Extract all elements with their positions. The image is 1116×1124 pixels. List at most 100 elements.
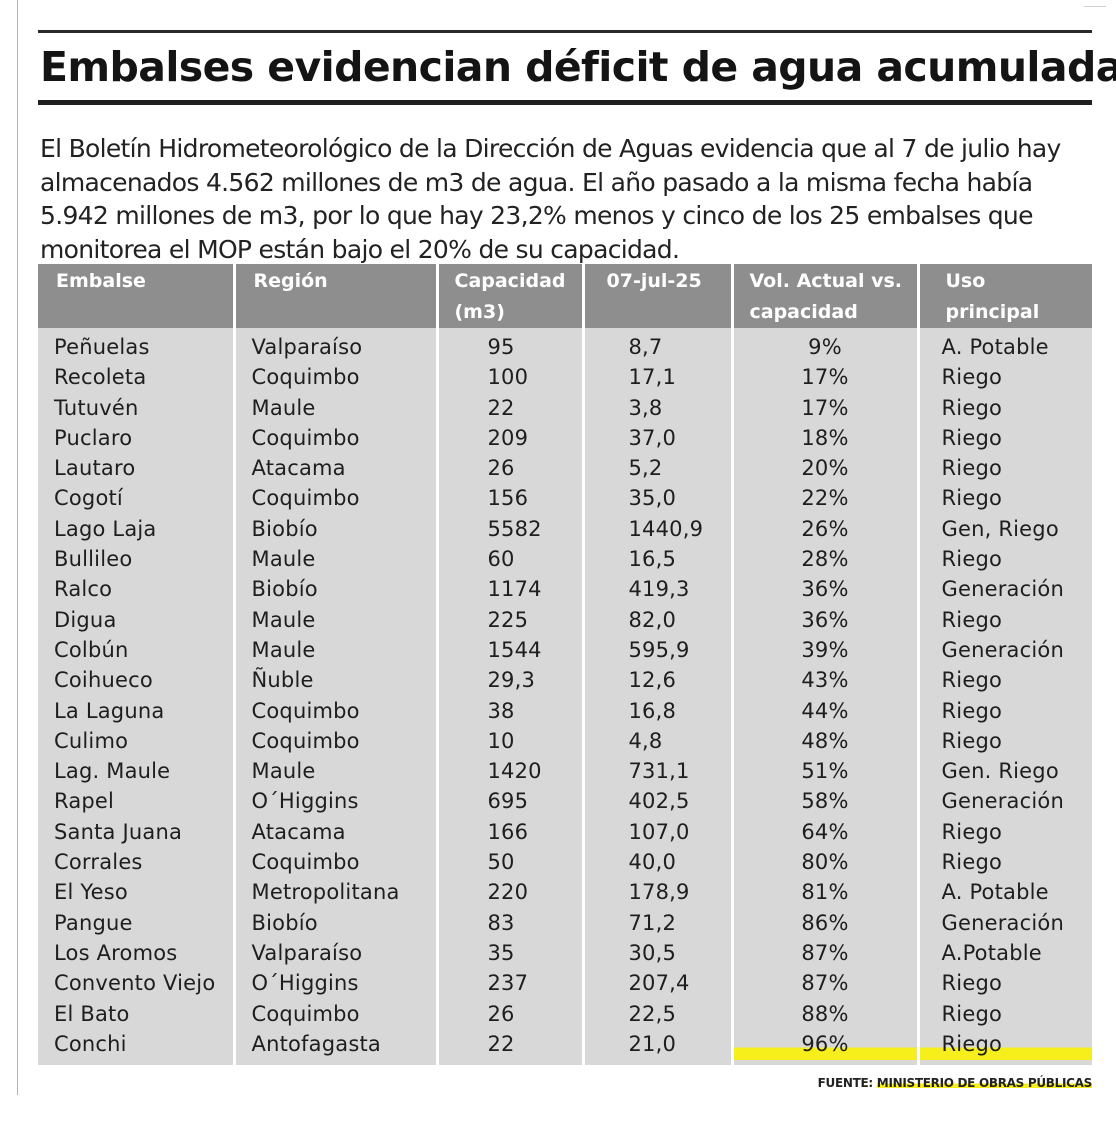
table-row: Cogotí Coquimbo 156 35,0 22% Riego [38, 483, 1092, 514]
cell-embalse: Coihueco [38, 665, 236, 696]
table-row: Lautaro Atacama 26 5,2 20% Riego [38, 453, 1092, 484]
table-row: Bullileo Maule 60 16,5 28% Riego [38, 544, 1092, 575]
table-row: Pangue Biobío 83 71,2 86% Generación [38, 907, 1092, 938]
cell-porcentaje: 51% [732, 756, 920, 787]
cell-capacidad: 22 [437, 1028, 585, 1066]
table-header-row: Embalse Región Capacidad (m3) 07-jul-25 … [38, 264, 1092, 328]
reservoir-table: Embalse Región Capacidad (m3) 07-jul-25 … [38, 264, 1092, 1066]
cell-uso: A. Potable [941, 880, 1049, 905]
cell-porcentaje: 9% [732, 328, 920, 363]
cell-embalse: Colbún [38, 634, 236, 666]
table-row: Peñuelas Valparaíso 95 8,7 9% A. Potable [38, 328, 1092, 363]
header-uso: Uso principal [918, 264, 1092, 328]
cell-capacidad: 156 [437, 483, 585, 514]
cell-region: Coquimbo [234, 362, 439, 393]
table-row: Conchi Antofagasta 22 21,0 96% Riego [38, 1028, 1092, 1066]
table-row: Convento Viejo O´Higgins 237 207,4 87% Riego [38, 968, 1092, 999]
cell-region: Coquimbo [234, 847, 439, 878]
cell-uso: Generación [941, 789, 1064, 814]
cell-embalse: Cogotí [38, 483, 236, 514]
cell-capacidad: 225 [437, 604, 585, 635]
cell-region: Coquimbo [234, 422, 439, 454]
cell-embalse: Lautaro [38, 453, 236, 484]
cell-uso: Riego [941, 1001, 1003, 1026]
cell-porcentaje: 36% [732, 574, 920, 605]
cell-region: Maule [234, 604, 439, 635]
cell-embalse: El Yeso [38, 877, 236, 908]
cell-volumen: 419,3 [583, 574, 734, 605]
cell-capacidad: 237 [437, 968, 585, 999]
source-value: MINISTERIO DE OBRAS PÚBLICAS [876, 1076, 1092, 1090]
cell-uso: Gen, Riego [941, 516, 1059, 541]
table-row: El Bato Coquimbo 26 22,5 88% Riego [38, 998, 1092, 1029]
table-row: Los Aromos Valparaíso 35 30,5 87% A.Potable [38, 937, 1092, 969]
cell-uso: Riego [941, 395, 1003, 420]
cell-volumen: 4,8 [583, 725, 734, 757]
cell-embalse: Puclaro [38, 422, 236, 454]
cell-porcentaje: 20% [732, 453, 920, 484]
table-row: Colbún Maule 1544 595,9 39% Generación [38, 634, 1092, 666]
cell-uso: Riego [941, 850, 1003, 875]
cell-uso: Generación [941, 910, 1064, 935]
cell-region: Antofagasta [234, 1028, 439, 1066]
top-rule [38, 30, 1092, 33]
cell-porcentaje: 39% [732, 634, 920, 666]
cell-porcentaje: 48% [732, 725, 920, 757]
table-row: La Laguna Coquimbo 38 16,8 44% Riego [38, 695, 1092, 726]
cell-embalse: Tutuvén [38, 392, 236, 423]
cell-volumen: 71,2 [583, 907, 734, 938]
cell-uso: Riego [941, 668, 1003, 693]
source-credit: FUENTE: MINISTERIO DE OBRAS PÚBLICAS [818, 1076, 1092, 1090]
cell-volumen: 22,5 [583, 998, 734, 1029]
cell-region: Biobío [234, 513, 439, 545]
cell-volumen: 207,4 [583, 968, 734, 999]
cell-capacidad: 695 [437, 786, 585, 817]
cell-capacidad: 26 [437, 453, 585, 484]
table-row: Lago Laja Biobío 5582 1440,9 26% Gen, Riego [38, 513, 1092, 545]
cell-capacidad: 166 [437, 816, 585, 848]
cell-uso: Riego [941, 698, 1003, 723]
page-left-rule [17, 0, 18, 1095]
cell-volumen: 402,5 [583, 786, 734, 817]
cell-capacidad: 60 [437, 544, 585, 575]
cell-region: Maule [234, 756, 439, 787]
table-row: Lag. Maule Maule 1420 731,1 51% Gen. Riego [38, 756, 1092, 787]
cell-capacidad: 1174 [437, 574, 585, 605]
table-row: Recoleta Coquimbo 100 17,1 17% Riego [38, 362, 1092, 393]
cell-capacidad: 1544 [437, 634, 585, 666]
cell-region: Metropolitana [234, 877, 439, 908]
cell-capacidad: 100 [437, 362, 585, 393]
table-row: Coihueco Ñuble 29,3 12,6 43% Riego [38, 665, 1092, 696]
cell-porcentaje: 22% [732, 483, 920, 514]
cell-volumen: 1440,9 [583, 513, 734, 545]
cell-embalse: El Bato [38, 998, 236, 1029]
cell-uso: A. Potable [941, 335, 1049, 359]
cell-porcentaje: 86% [732, 907, 920, 938]
cell-porcentaje: 64% [732, 816, 920, 848]
cell-uso: Riego [941, 456, 1003, 481]
cell-capacidad: 209 [437, 422, 585, 454]
cell-porcentaje: 80% [732, 847, 920, 878]
cell-embalse: Santa Juana [38, 816, 236, 848]
cell-porcentaje: 28% [732, 544, 920, 575]
cell-volumen: 178,9 [583, 877, 734, 908]
cell-uso: Riego [918, 1028, 1092, 1066]
cell-uso: Generación [941, 637, 1064, 662]
cell-volumen: 16,5 [583, 544, 734, 575]
cell-region: Maule [234, 634, 439, 666]
header-embalse: Embalse [38, 264, 236, 328]
cell-uso: Riego [941, 607, 1003, 632]
cell-embalse: Lag. Maule [38, 756, 236, 787]
cell-capacidad: 50 [437, 847, 585, 878]
cell-capacidad: 26 [437, 998, 585, 1029]
page-corner-mark [1084, 0, 1106, 7]
cell-capacidad: 5582 [437, 513, 585, 545]
cell-porcentaje: 17% [732, 362, 920, 393]
cell-uso: Riego [941, 819, 1003, 844]
table-row: Puclaro Coquimbo 209 37,0 18% Riego [38, 422, 1092, 454]
cell-embalse: Culimo [38, 725, 236, 757]
cell-region: Valparaíso [234, 937, 439, 969]
table-row: Culimo Coquimbo 10 4,8 48% Riego [38, 725, 1092, 757]
cell-uso: Gen. Riego [941, 759, 1059, 784]
headline-rule [38, 100, 1092, 105]
